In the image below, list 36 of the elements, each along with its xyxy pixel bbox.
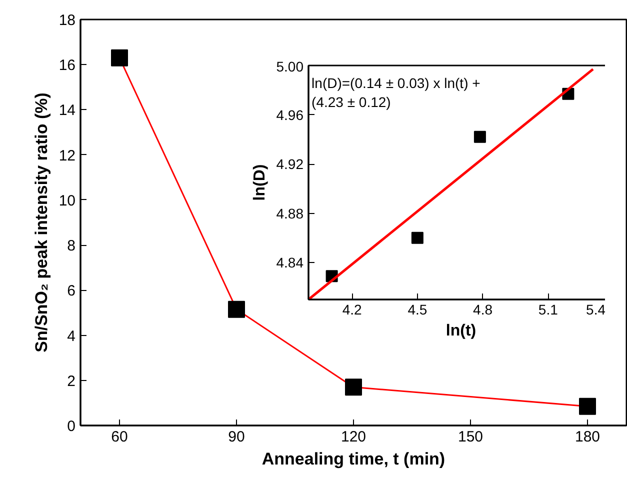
y-tick-label: 4.88 (276, 205, 304, 222)
x-axis-title: ln(t) (446, 322, 476, 340)
point (579, 398, 596, 415)
y-tick-label: 18 (58, 12, 76, 29)
point (474, 130, 486, 143)
point (411, 232, 424, 244)
x-axis-title: Annealing time, t (min) (262, 450, 446, 468)
y-tick-label: 4.96 (276, 106, 304, 123)
x-tick-label: 4.2 (342, 302, 362, 318)
y-tick-label: 6 (67, 282, 76, 300)
y-tick-label: 4 (67, 328, 76, 345)
x-tick-label: 4.8 (473, 302, 493, 318)
x-tick-label: 120 (340, 428, 366, 446)
y-axis-title: ln(D) (251, 164, 268, 201)
y-tick-label: 4.92 (276, 156, 304, 172)
y-tick-label: 16 (58, 57, 76, 74)
y-tick-label: 4.84 (276, 254, 304, 271)
point (111, 49, 128, 66)
y-tick-label: 12 (58, 147, 76, 164)
point (345, 378, 362, 396)
y-tick-label: 8 (67, 238, 76, 255)
x-tick-label: 150 (458, 428, 484, 446)
x-tick-label: 180 (574, 428, 600, 446)
y-tick-label: 0 (67, 418, 76, 435)
y-tick-label: 14 (58, 102, 76, 120)
y-tick-label: 5.00 (276, 58, 304, 74)
y-tick-label: 10 (58, 192, 76, 210)
y-axis-title: Sn/SnO₂ peak intensity ratio (%) (32, 92, 51, 352)
x-tick-label: 60 (111, 428, 128, 446)
point (228, 300, 245, 318)
annotation: ln(D)=(0.14 ± 0.03) x ln(t) + (4.23 ± 0.12) (312, 74, 480, 110)
x-tick-label: 5.1 (538, 302, 558, 318)
x-tick-label: 4.5 (408, 302, 428, 318)
x-tick-label: 5.4 (586, 302, 606, 318)
y-tick-label: 2 (67, 372, 76, 390)
x-tick-label: 90 (228, 428, 245, 446)
